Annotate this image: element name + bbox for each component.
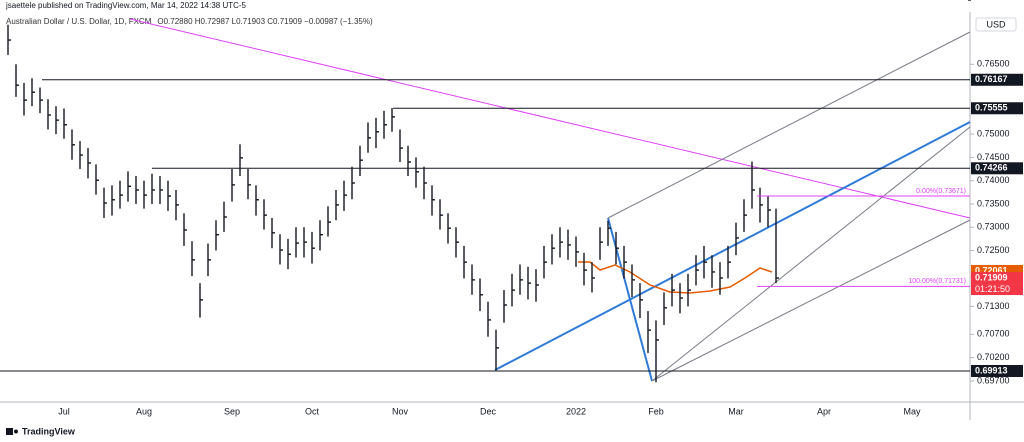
price-label-box (971, 102, 1023, 115)
moving-average (578, 261, 773, 294)
y-tick-label: 0.72500 (977, 245, 1010, 255)
y-tick-label: 0.74500 (977, 152, 1010, 162)
price-label: 0.75555 (975, 103, 1008, 113)
channel-line (607, 31, 971, 219)
bars: 0.00%(0.73671) 100.00%(0.71731) (0, 0, 971, 383)
y-tick-label: 0.70200 (977, 352, 1010, 362)
price-label: 0.76167 (975, 74, 1008, 84)
logo-mark (14, 429, 18, 434)
title: Australian Dollar / U.S. Dollar, 1D, FXC… (6, 17, 152, 26)
header: jsaettele published on TradingView.com, … (5, 1, 247, 10)
x-tick-label: 2022 (566, 406, 586, 416)
ohlc-legend: O0.72880 H0.72987 L0.71903 C0.71909 −0.0… (157, 17, 373, 26)
x-tick-label: Aug (136, 406, 152, 416)
price-label: 0.71909 (975, 272, 1008, 282)
countdown: 01:21:50 (975, 284, 1010, 294)
x-tick-label: Sep (224, 406, 240, 416)
price-label: 0.74266 (975, 163, 1008, 173)
y-tick-label: 0.75000 (977, 128, 1010, 138)
x-tick-label: Mar (728, 406, 744, 416)
drawings (129, 18, 971, 382)
x-tick-label: Apr (817, 406, 831, 416)
trend-line (607, 217, 653, 382)
y-tick-label: 0.70700 (977, 329, 1010, 339)
currency[interactable]: USD (986, 19, 1006, 29)
price-label-box (971, 162, 1023, 175)
channel-line (651, 219, 971, 382)
price-label-box (971, 364, 1023, 377)
trend-line (129, 18, 971, 219)
currency-box[interactable] (975, 17, 1017, 32)
price-label: 0.72061 (975, 265, 1008, 275)
x-tick-label: Oct (305, 406, 320, 416)
channel-line (651, 126, 971, 382)
countdown-box (971, 284, 1023, 296)
fib-label: 0.00%(0.73671) (916, 188, 966, 195)
trend-line (494, 121, 971, 371)
y-tick-label: 0.69700 (977, 375, 1010, 385)
price-label: 0.69913 (975, 365, 1008, 375)
y-tick-label: 0.73000 (977, 222, 1010, 232)
price-axis: 0.76500 0.75000 0.74500 0.74000 0.73500 0.730… (58, 59, 1023, 416)
price-label-box (971, 73, 1023, 86)
x-tick-label: Nov (392, 406, 409, 416)
logo (6, 428, 18, 435)
logo-mark (6, 428, 13, 435)
price-label-box (971, 272, 1023, 285)
y-tick-label: 0.71300 (977, 301, 1010, 311)
brand: TradingView (22, 426, 76, 436)
x-tick-label: May (903, 406, 921, 416)
x-tick-label: Jul (58, 406, 70, 416)
x-tick-label: Feb (648, 406, 664, 416)
fib-label: 100.00%(0.71731) (908, 278, 966, 285)
x-tick-label: Dec (480, 406, 497, 416)
y-tick-label: 0.73500 (977, 198, 1010, 208)
y-tick-label: 0.74000 (977, 175, 1010, 185)
y-tick-label: 0.76500 (977, 59, 1010, 69)
